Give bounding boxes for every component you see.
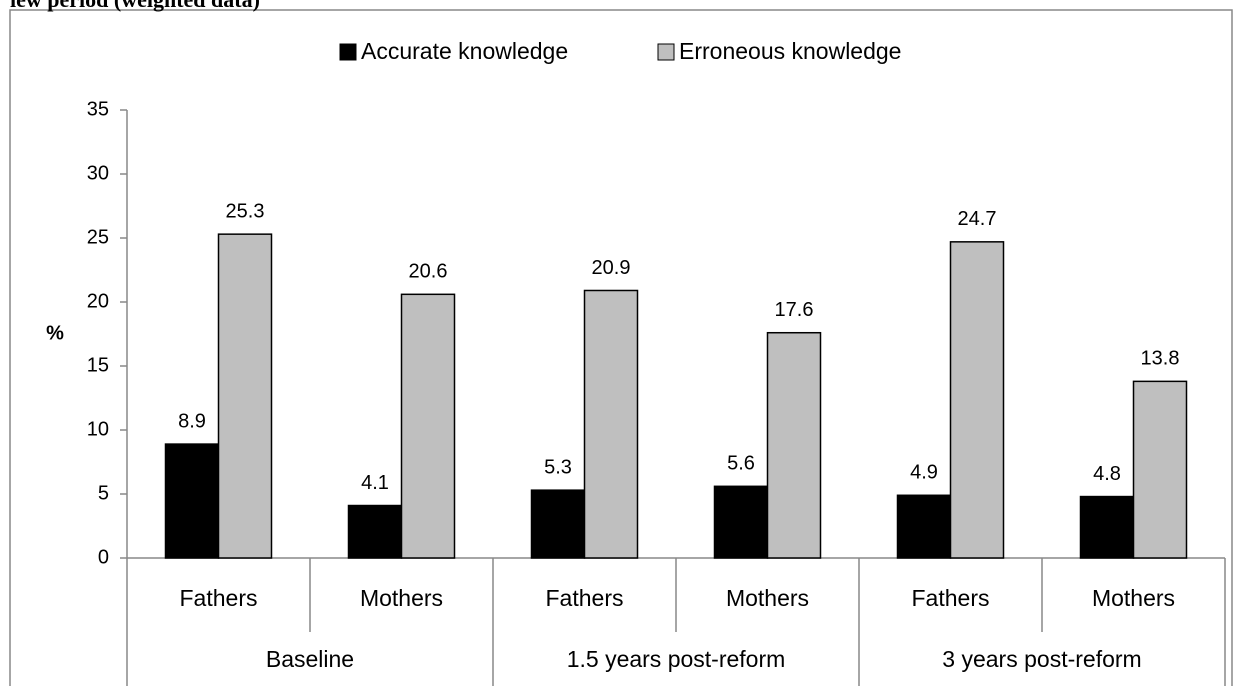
chart-title: iew period (weighted data) <box>10 0 260 12</box>
x-tick-label: Mothers <box>360 585 443 611</box>
y-tick-label: 35 <box>87 98 109 120</box>
bar <box>713 485 769 559</box>
value-label: 4.1 <box>361 472 389 494</box>
y-tick-label: 10 <box>87 418 109 440</box>
bar <box>217 233 273 559</box>
value-label: 13.8 <box>1141 348 1180 370</box>
y-tick-label: 0 <box>98 546 109 568</box>
legend-swatch <box>339 43 357 61</box>
value-label: 4.9 <box>910 462 938 484</box>
bar <box>1079 495 1135 559</box>
bar <box>164 443 220 559</box>
y-tick-label: 15 <box>87 354 109 376</box>
x-tick-label: Fathers <box>180 585 258 611</box>
y-axis-label: % <box>46 322 64 344</box>
y-tick-label: 30 <box>87 162 109 184</box>
y-tick-label: 20 <box>87 290 109 312</box>
value-label: 5.3 <box>544 456 572 478</box>
legend-swatch <box>657 43 675 61</box>
value-label: 5.6 <box>727 453 755 475</box>
bar <box>1132 380 1188 559</box>
bar <box>766 331 822 559</box>
value-label: 24.7 <box>958 208 997 230</box>
x-tick-label: Fathers <box>912 585 990 611</box>
x-tick-label: Fathers <box>546 585 624 611</box>
y-tick-label: 5 <box>98 482 109 504</box>
legend-label: Accurate knowledge <box>361 38 568 64</box>
bar <box>896 494 952 559</box>
value-label: 8.9 <box>178 410 206 432</box>
group-label: Baseline <box>266 646 354 672</box>
bar <box>530 489 586 559</box>
legend-label: Erroneous knowledge <box>679 38 901 64</box>
value-label: 17.6 <box>775 299 814 321</box>
value-label: 20.9 <box>592 257 631 279</box>
value-label: 25.3 <box>226 200 265 222</box>
x-tick-label: Mothers <box>726 585 809 611</box>
x-tick-label: Mothers <box>1092 585 1175 611</box>
value-label: 4.8 <box>1093 463 1121 485</box>
bar <box>400 293 456 559</box>
bar <box>949 241 1005 559</box>
bar <box>583 289 639 559</box>
y-tick-label: 25 <box>87 226 109 248</box>
value-label: 20.6 <box>409 261 448 283</box>
bar <box>347 504 403 559</box>
group-label: 1.5 years post-reform <box>567 646 786 672</box>
group-label: 3 years post-reform <box>942 646 1141 672</box>
chart-frame <box>9 9 1233 686</box>
